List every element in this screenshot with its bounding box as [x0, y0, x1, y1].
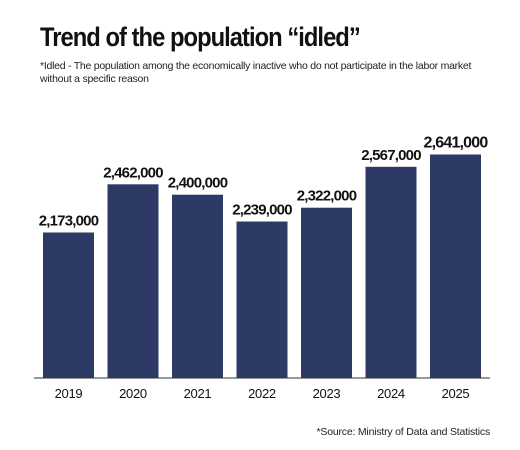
x-tick-label-2024: 2024	[377, 386, 405, 401]
bar-2021	[172, 194, 223, 378]
x-tick-label-2020: 2020	[119, 386, 147, 401]
source-note: *Source: Ministry of Data and Statistics	[316, 426, 491, 438]
bar-2020	[107, 184, 159, 378]
value-label-2022: 2,239,000	[232, 202, 292, 219]
x-tick-label-2019: 2019	[55, 386, 83, 401]
bar-2019	[43, 232, 94, 378]
bar-2022	[236, 221, 288, 378]
value-label-2019: 2,173,000	[39, 213, 99, 230]
value-label-2023: 2,322,000	[297, 188, 357, 205]
value-label-2021: 2,400,000	[168, 175, 228, 192]
value-label-2024: 2,567,000	[361, 147, 421, 164]
chart-title: Trend of the population “idled”	[40, 22, 361, 52]
value-label-2025: 2,641,000	[424, 135, 489, 152]
chart-subtitle: *Idled - The population among the econom…	[40, 60, 472, 85]
bar-2025	[430, 154, 481, 378]
bars-layer	[43, 154, 481, 378]
bar-2024	[365, 166, 417, 378]
x-tick-labels-layer: 2019 2020 2021 2022 2023 2024 2025	[55, 386, 470, 401]
x-tick-label-2022: 2022	[248, 386, 276, 401]
value-label-2020: 2,462,000	[103, 164, 163, 181]
x-tick-label-2021: 2021	[184, 386, 212, 401]
x-tick-label-2025: 2025	[442, 386, 470, 401]
x-tick-label-2023: 2023	[313, 386, 341, 401]
bar-2023	[301, 207, 352, 378]
